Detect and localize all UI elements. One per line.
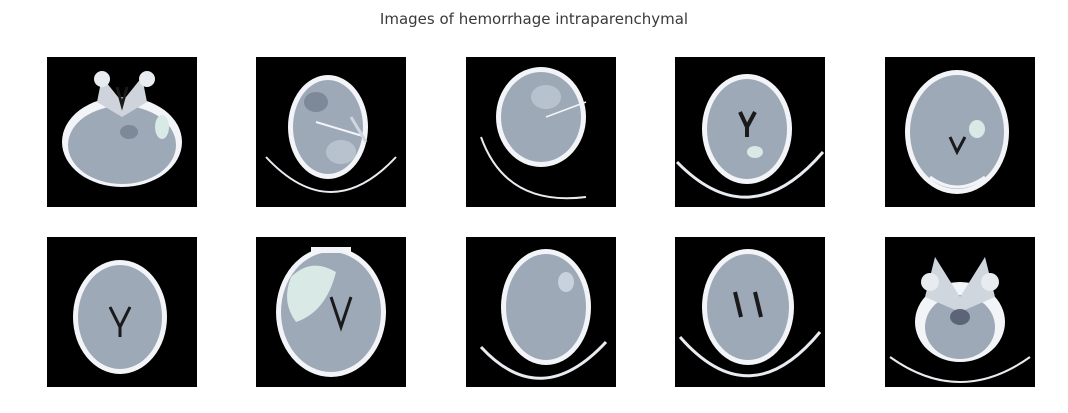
ct-scan-7 bbox=[256, 237, 406, 387]
ct-scan-6 bbox=[47, 237, 197, 387]
ct-scan-1 bbox=[47, 57, 197, 207]
figure-title: Images of hemorrhage intraparenchymal bbox=[379, 10, 689, 28]
ct-scan-3 bbox=[466, 57, 616, 207]
ct-scan-5 bbox=[885, 57, 1035, 207]
ct-scan-10 bbox=[885, 237, 1035, 387]
ct-scan-9 bbox=[675, 237, 825, 387]
ct-scan-4 bbox=[675, 57, 825, 207]
ct-scan-8 bbox=[466, 237, 616, 387]
ct-scan-2 bbox=[256, 57, 406, 207]
